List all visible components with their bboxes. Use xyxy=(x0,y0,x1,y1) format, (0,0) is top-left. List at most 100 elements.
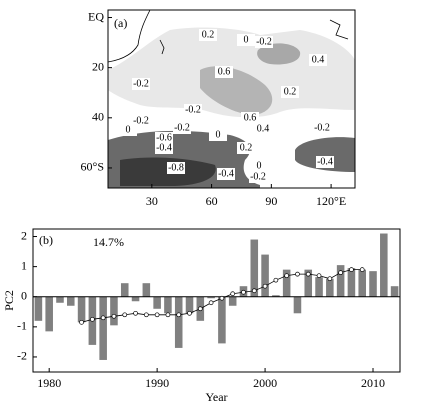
neg-region xyxy=(257,43,301,65)
contour-label: 0.4 xyxy=(257,123,270,134)
contour-label: 0.6 xyxy=(218,66,231,77)
line-marker xyxy=(133,310,138,316)
line-marker xyxy=(327,276,333,282)
bar xyxy=(282,269,291,297)
contour-label: -0.4 xyxy=(218,168,234,179)
x-tick-label: 2000 xyxy=(253,376,277,390)
bar xyxy=(347,268,356,297)
x-axis-label: Year xyxy=(205,390,227,404)
line-marker xyxy=(111,313,117,319)
contour-label-bg xyxy=(237,34,255,46)
line-marker xyxy=(284,273,290,279)
line-marker xyxy=(165,312,171,318)
contour-label-bg xyxy=(249,171,267,183)
contour-label: -0.2 xyxy=(250,171,266,182)
y-tick-label: 60°S xyxy=(81,160,104,174)
annotation: 14.7% xyxy=(93,235,124,249)
line-marker xyxy=(305,271,311,277)
line-marker xyxy=(197,306,203,312)
bar xyxy=(164,296,172,314)
contour-label-bg xyxy=(250,160,268,172)
bar xyxy=(207,296,215,299)
bar xyxy=(326,278,334,297)
bar xyxy=(142,283,151,297)
contour-label-bg xyxy=(316,156,334,168)
contour-label-bg xyxy=(237,142,255,154)
line-marker xyxy=(338,270,343,276)
contour-label: 0 xyxy=(244,34,249,45)
bar xyxy=(358,269,366,297)
y-tick-label: 0 xyxy=(21,288,27,302)
contour-label: 0.2 xyxy=(202,29,215,40)
bar xyxy=(261,254,269,297)
contour-label-bg xyxy=(155,132,173,144)
bar xyxy=(77,296,86,323)
panel-label: (a) xyxy=(114,16,127,30)
bar xyxy=(56,296,64,303)
contour-label-bg xyxy=(255,36,273,48)
line-marker xyxy=(251,288,257,294)
line-marker xyxy=(241,289,246,295)
contour-label-bg xyxy=(313,122,331,134)
line-marker xyxy=(100,315,106,321)
line-marker xyxy=(208,300,214,306)
contour-label: 0 xyxy=(216,129,221,140)
x-tick-label: 120°E xyxy=(316,194,346,208)
contour-label: 0.6 xyxy=(244,112,257,123)
x-tick-label: 30 xyxy=(146,194,158,208)
contour-label: -0.2 xyxy=(256,36,272,47)
bar xyxy=(336,265,345,297)
contour-label-bg xyxy=(167,162,185,174)
land xyxy=(108,10,150,62)
contour-label: -0.6 xyxy=(156,132,172,143)
line-marker xyxy=(154,312,160,318)
neg-region xyxy=(295,137,355,172)
contour-label: 0.2 xyxy=(240,142,253,153)
contour-label-bg xyxy=(241,112,259,124)
bar xyxy=(272,295,280,297)
contour-label: -0.2 xyxy=(314,122,330,133)
x-tick-label: 1980 xyxy=(37,376,61,390)
line-marker xyxy=(295,271,300,277)
bar xyxy=(293,296,302,314)
bar xyxy=(110,296,118,326)
contour-label-bg xyxy=(254,123,272,135)
y-tick-label: -1 xyxy=(17,319,27,333)
line-marker xyxy=(359,267,365,272)
y-axis-label: PC2 xyxy=(2,290,16,311)
y-tick-label: -2 xyxy=(17,349,27,363)
contour-label: 0.2 xyxy=(284,86,297,97)
bar xyxy=(218,296,226,344)
bar xyxy=(34,296,43,321)
contour-label: -0.2 xyxy=(133,78,149,89)
contour-label: -0.8 xyxy=(168,162,184,173)
y-tick-label: 20 xyxy=(92,59,104,73)
contour-label-bg xyxy=(155,142,173,154)
panel-label: (b) xyxy=(39,233,53,247)
contour-label-bg xyxy=(217,168,235,180)
x-tick-label: 1990 xyxy=(145,376,169,390)
contour-label-bg xyxy=(132,78,150,90)
contour-label: -0.4 xyxy=(317,156,333,167)
x-tick-label: 60 xyxy=(206,194,218,208)
y-tick-label: 1 xyxy=(21,258,27,272)
line-marker xyxy=(349,267,354,272)
contour-label-bg xyxy=(119,124,137,136)
contour-label-bg xyxy=(281,86,299,98)
line-marker xyxy=(219,295,225,301)
bar xyxy=(120,283,129,297)
contour-label: -0.2 xyxy=(133,115,149,126)
line-marker xyxy=(230,291,236,297)
contour-label: -0.4 xyxy=(156,142,172,153)
bar xyxy=(174,296,183,348)
contour-label-bg xyxy=(215,66,233,78)
bar xyxy=(315,277,323,297)
x-tick-label: 90 xyxy=(265,194,277,208)
mid-region xyxy=(200,66,273,115)
bar xyxy=(45,296,53,332)
bar xyxy=(369,271,377,297)
contour-label-bg xyxy=(209,129,227,141)
bar xyxy=(304,269,313,297)
